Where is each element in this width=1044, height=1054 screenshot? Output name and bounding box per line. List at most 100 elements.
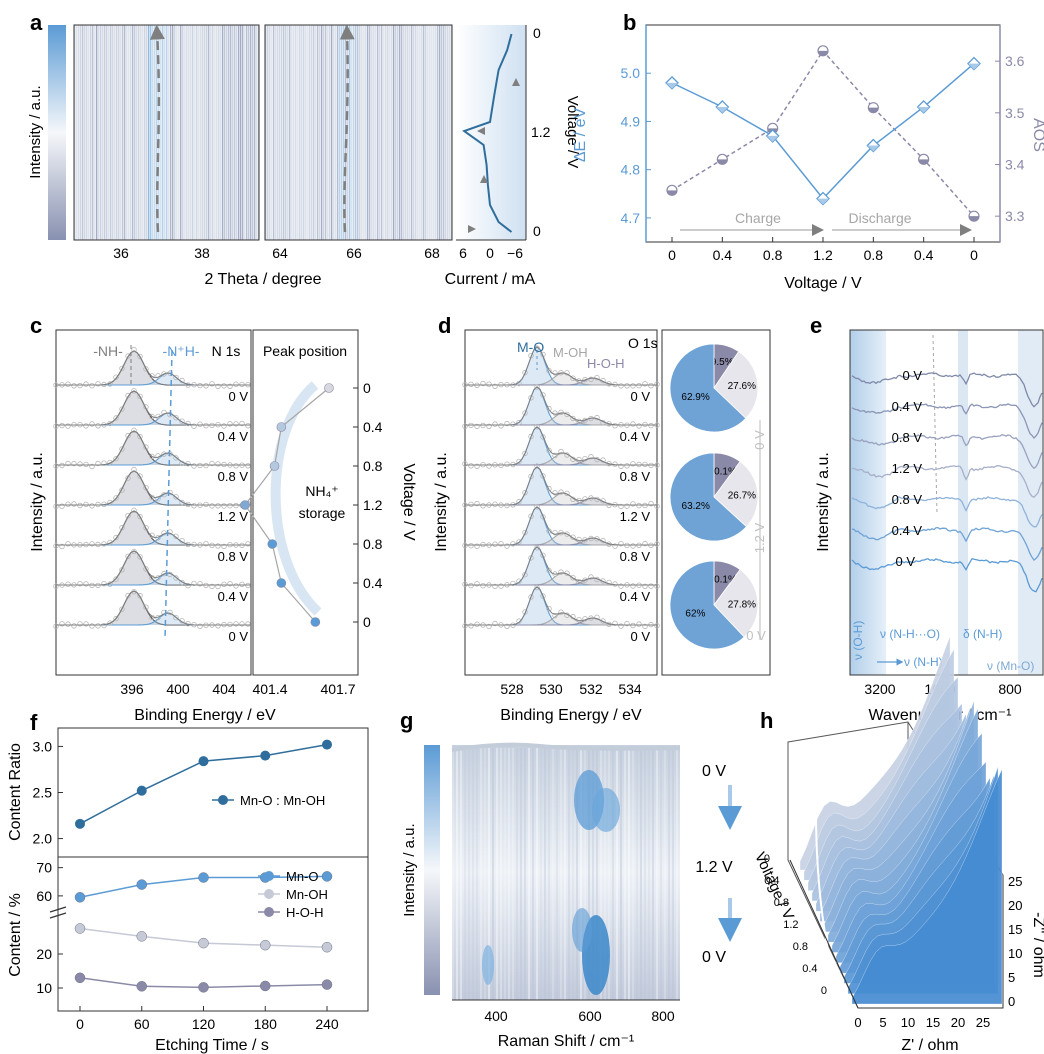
data-point [173,575,179,581]
heatmap-streak [411,25,413,240]
heatmap-streak [343,25,345,240]
z-tick-label: 25 [1008,874,1022,889]
heatmap-streak [136,25,138,240]
y-tick-label: 0 [821,985,827,997]
raman-streak [672,748,674,1000]
data-point [624,463,630,469]
raman-streak [576,748,578,1000]
x-tick: 3200 [864,681,895,697]
x-tick-label: 5 [879,1015,886,1030]
heatmap-streak [160,25,162,240]
component-fill [56,533,251,545]
data-point [125,513,131,519]
band-nh [958,330,968,675]
data-point [486,463,492,469]
raman-streak [656,748,658,1000]
data-point [173,533,179,539]
data-point [173,415,179,421]
data-point [101,460,107,466]
data-point [191,463,197,469]
content-point [136,981,147,992]
heatmap-streak [124,25,126,240]
x-axis-label-c: Binding Energy / eV [134,707,276,724]
panel-d: d 0 V 0.4 V 0.8 V 1.2 V 0.8 V 0.4 V 0 V M-O M-… [433,313,771,724]
ftir-spectrum [851,465,1043,499]
content-point [136,931,147,942]
y2-tick-label: 3.6 [1005,53,1025,69]
pie-label: 26.7% [728,490,756,501]
data-point [492,501,498,507]
spectrum-label: 1.2 V [218,509,249,524]
content-point [198,937,209,949]
ftir-spectrum [851,434,1043,470]
data-point [618,503,624,510]
data-point [528,594,534,600]
heatmap-streak [196,25,198,240]
data-point [215,583,221,590]
raman-peak [572,908,592,952]
x-tick-label: 15 [926,1015,940,1030]
raman-streak [484,748,486,1000]
heatmap-streak [122,25,124,240]
data-point [221,581,227,587]
delta-e-point-fill [716,106,729,113]
data-point [492,421,498,427]
x-tick-label: 60 [134,1016,150,1032]
data-point [101,622,107,629]
heatmap-streak [150,25,152,240]
x-tick-label: 0.8 [763,247,783,263]
data-point [173,455,179,461]
data-point [594,614,600,620]
heatmap-streak [361,25,363,240]
heatmap-streak [281,25,283,240]
v-tick: 0 [533,25,541,41]
heatmap-streak [277,25,279,240]
data-point [642,623,648,630]
raman-streak [592,748,594,1000]
raman-streak [492,748,494,1000]
heatmap-streak [313,25,315,240]
heatmap-streak [248,25,250,240]
data-point [233,381,239,387]
spectrum-label: 0 V [630,389,650,404]
data-point [59,503,65,509]
data-point [215,461,221,467]
heatmap-streak [267,25,269,240]
spectrum-label: 1.2 V [892,461,923,476]
raman-streak [636,748,638,1000]
colorbar-g [424,745,440,995]
pie-axis-label: 0 V [752,430,767,450]
y-tick-label: 2.5 [33,785,53,801]
heatmap-streak [186,25,188,240]
pie-axis-label: 0 V [746,628,766,643]
data-point [618,623,624,629]
data-point [89,463,95,470]
data-point [71,383,77,389]
spectrum-label: 0 V [895,554,915,569]
data-point [474,463,480,469]
heatmap-streak [182,25,184,240]
component-fill [465,533,657,545]
data-point [143,525,149,531]
content-point [198,982,209,993]
element-label-d: O 1s [628,335,658,351]
heatmap-streak [369,25,371,240]
y2-tick-label: 3.3 [1005,208,1025,224]
heatmap-streak [162,25,164,240]
data-point [209,460,215,467]
data-point [462,461,468,467]
heatmap-streak [431,25,433,240]
pie-slice [713,461,759,528]
panel-letter-c: c [30,313,42,338]
content-point [321,871,333,882]
heatmap-a-right-frame [264,24,453,241]
impedance-slice [851,769,1003,1005]
envelope [465,386,657,426]
envelope [56,430,251,466]
heatmap-streak [108,25,110,240]
heatmap-streak [120,25,122,240]
heatmap-streak [190,25,192,240]
heatmap-streak [397,25,399,240]
plot-frame-c [55,329,252,676]
component-fill [465,573,657,585]
